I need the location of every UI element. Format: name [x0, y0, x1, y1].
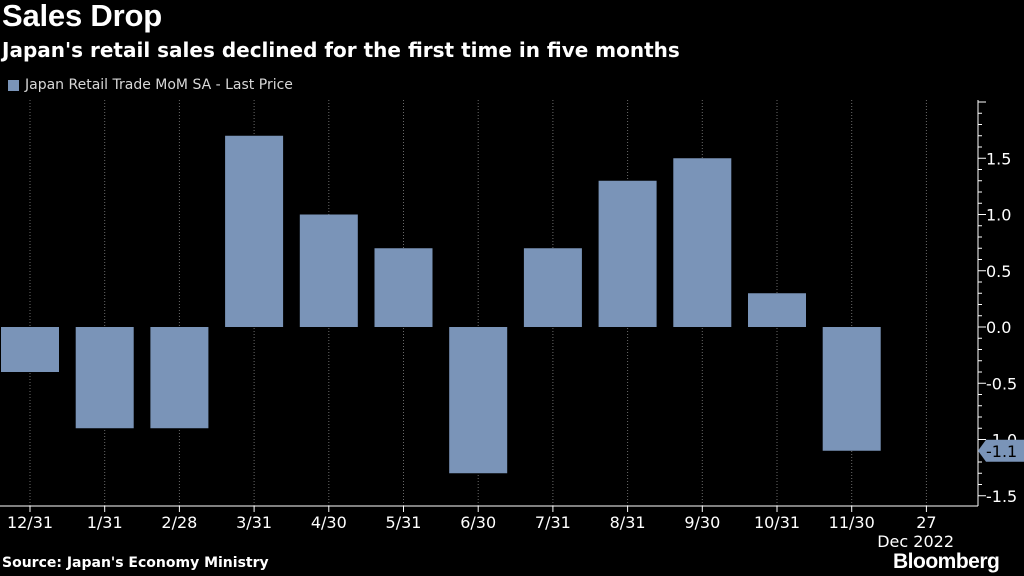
x-sublabel: Dec 2022	[877, 532, 954, 551]
x-tick-label: 9/30	[684, 513, 720, 532]
x-tick-label: 1/31	[87, 513, 123, 532]
chart-subtitle: Japan's retail sales declined for the fi…	[2, 38, 680, 62]
x-tick-label: 3/31	[236, 513, 272, 532]
y-tick-label: 0.0	[986, 318, 1011, 337]
bar	[1, 327, 59, 372]
x-tick-label: 6/30	[460, 513, 496, 532]
bar	[822, 327, 881, 451]
bar	[75, 327, 134, 429]
legend: Japan Retail Trade MoM SA - Last Price	[8, 77, 293, 93]
bar	[449, 327, 508, 474]
last-value-marker	[978, 439, 1024, 462]
x-tick-label: 5/31	[386, 513, 422, 532]
y-tick-label: 0.5	[986, 262, 1011, 281]
bar	[598, 180, 657, 327]
x-tick-label: 4/30	[311, 513, 347, 532]
source-note: Source: Japan's Economy Ministry	[2, 555, 269, 571]
bar	[374, 248, 433, 327]
x-tick-label: 7/31	[535, 513, 571, 532]
bar	[523, 248, 582, 327]
x-tick-label: 8/31	[610, 513, 646, 532]
bar	[299, 214, 358, 327]
y-tick-label: -1.5	[986, 487, 1017, 506]
bar	[150, 327, 209, 429]
bar	[673, 158, 732, 327]
x-tick-label: 2/28	[161, 513, 197, 532]
x-tick-label: 10/31	[754, 513, 800, 532]
bloomberg-logo: Bloomberg	[893, 550, 1000, 573]
chart-title: Sales Drop	[2, 0, 162, 33]
x-tick-label: 11/30	[829, 513, 875, 532]
bar	[225, 135, 284, 327]
bar	[748, 293, 806, 327]
last-value-label: -1.1	[986, 442, 1017, 461]
y-tick-label: -0.5	[986, 374, 1017, 393]
x-tick-label: 27	[916, 513, 936, 532]
legend-label: Japan Retail Trade MoM SA - Last Price	[25, 77, 293, 93]
x-tick-label: 12/31	[7, 513, 53, 532]
y-tick-label: 1.5	[986, 149, 1011, 168]
legend-swatch	[8, 79, 19, 91]
y-tick-label: 1.0	[986, 206, 1011, 225]
